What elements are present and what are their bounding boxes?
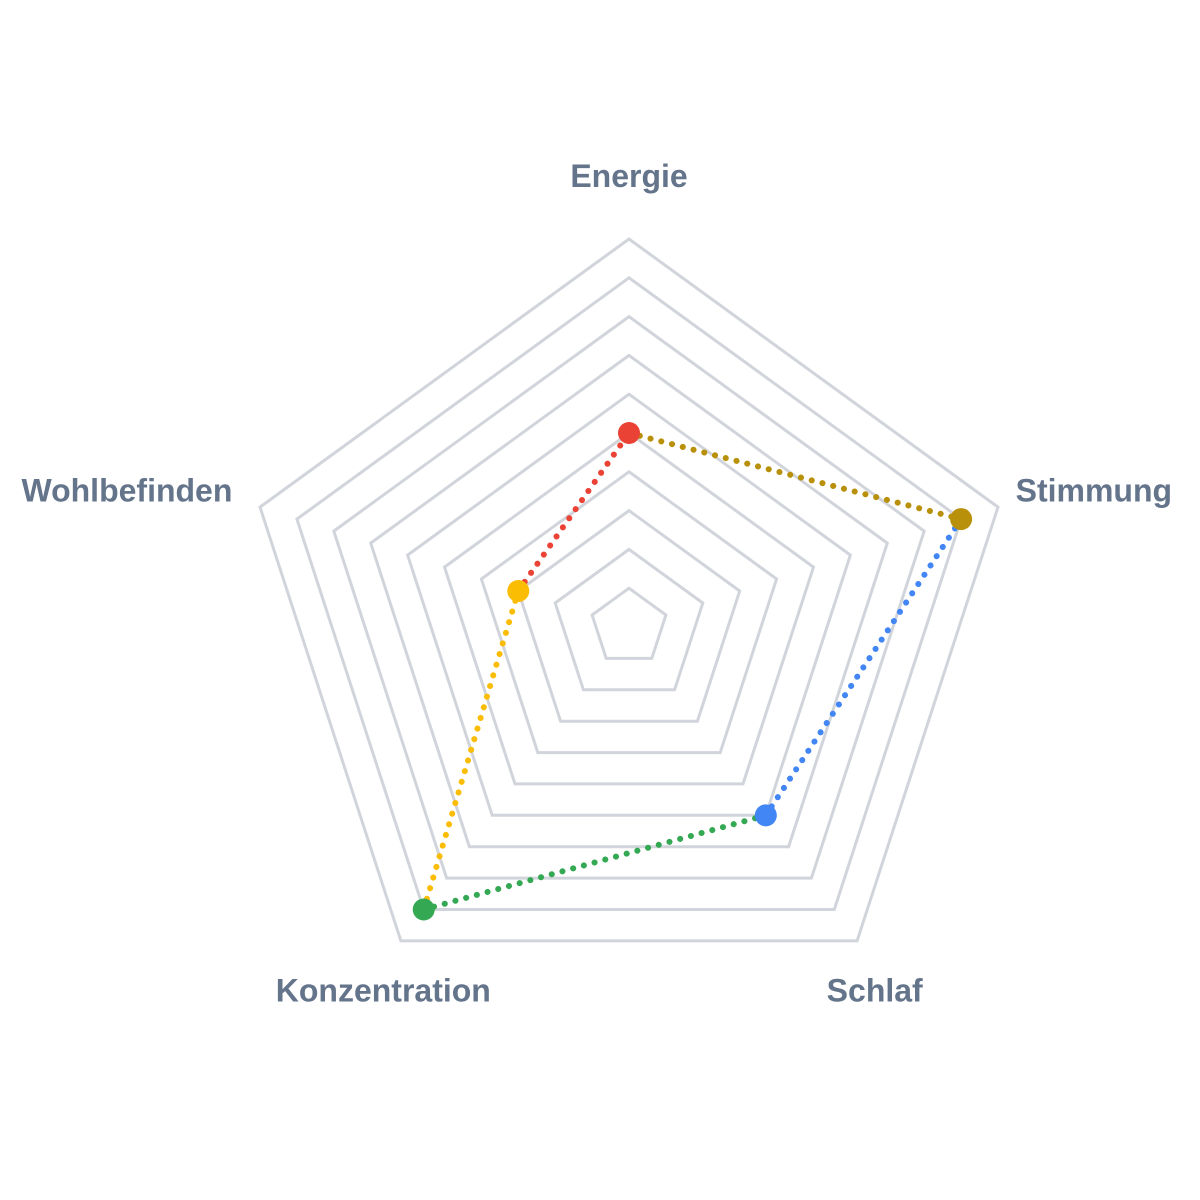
grid-ring-5 [442, 431, 816, 786]
axis-label-wohlbefinden: Wohlbefinden [21, 473, 232, 509]
axis-label-stimmung: Stimmung [1016, 473, 1172, 509]
radar-series-points [412, 422, 973, 921]
axis-label-energie: Energie [570, 158, 687, 194]
radar-grid [258, 237, 1000, 943]
radar-series-edges [420, 430, 965, 913]
series-edge-1 [626, 430, 965, 523]
series-edge-4 [420, 588, 522, 913]
data-point-konzentration [412, 898, 435, 921]
grid-ring-9 [295, 275, 963, 911]
data-point-energie [618, 422, 640, 444]
series-edge-5 [515, 430, 632, 595]
data-point-wohlbefinden [507, 580, 530, 603]
grid-ring-2 [553, 547, 705, 692]
grid-ring-3 [516, 508, 742, 723]
axis-labels: Energie Stimmung Schlaf Konzentration Wo… [21, 158, 1172, 1008]
series-edge-3 [420, 812, 769, 913]
axis-label-konzentration: Konzentration [276, 972, 491, 1008]
grid-ring-6 [405, 392, 853, 817]
grid-ring-10 [258, 237, 1000, 943]
grid-ring-1 [590, 586, 668, 660]
data-point-stimmung [950, 508, 973, 531]
axis-label-schlaf: Schlaf [827, 972, 923, 1008]
series-edge-2 [762, 516, 965, 819]
grid-ring-4 [479, 469, 779, 755]
grid-ring-7 [368, 353, 890, 849]
data-point-schlaf [754, 804, 777, 827]
